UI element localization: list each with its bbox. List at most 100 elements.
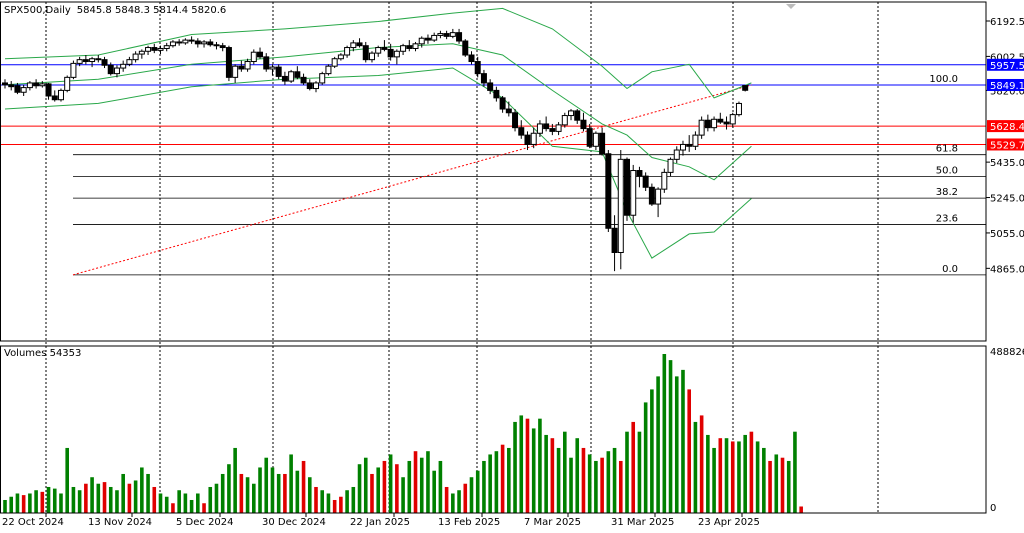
candle[interactable]	[400, 43, 407, 55]
candle[interactable]	[536, 120, 543, 137]
candle[interactable]	[145, 45, 152, 55]
candle[interactable]	[406, 40, 413, 52]
candle[interactable]	[561, 112, 568, 128]
candle[interactable]	[655, 187, 662, 218]
candle[interactable]	[313, 81, 319, 93]
candle[interactable]	[599, 127, 606, 156]
candle[interactable]	[592, 131, 599, 151]
candle[interactable]	[82, 54, 89, 65]
candle[interactable]	[250, 49, 257, 65]
candle[interactable]	[437, 30, 444, 39]
candle[interactable]	[219, 42, 226, 52]
candle[interactable]	[70, 60, 77, 80]
candle[interactable]	[138, 49, 145, 59]
candle[interactable]	[686, 135, 693, 152]
candle[interactable]	[480, 69, 487, 87]
candle[interactable]	[350, 40, 357, 52]
candle[interactable]	[711, 116, 718, 132]
candle[interactable]	[605, 150, 612, 233]
candle[interactable]	[362, 41, 369, 63]
candle[interactable]	[530, 127, 537, 149]
candle[interactable]	[661, 168, 668, 193]
candle[interactable]	[207, 39, 214, 47]
candle[interactable]	[76, 56, 83, 67]
candle[interactable]	[543, 116, 550, 132]
candle[interactable]	[518, 120, 525, 139]
candle[interactable]	[225, 45, 232, 82]
candle[interactable]	[163, 42, 170, 52]
candle[interactable]	[393, 49, 400, 65]
candle[interactable]	[735, 101, 742, 117]
candle[interactable]	[505, 101, 512, 117]
candle[interactable]	[636, 166, 643, 188]
candle[interactable]	[648, 183, 655, 206]
candle[interactable]	[182, 38, 189, 45]
candle[interactable]	[20, 84, 27, 96]
candle[interactable]	[57, 88, 64, 102]
candle[interactable]	[331, 56, 338, 69]
candle[interactable]	[487, 79, 494, 95]
candle[interactable]	[107, 62, 114, 76]
candle[interactable]	[126, 56, 133, 67]
candle[interactable]	[418, 36, 425, 48]
candle[interactable]	[39, 81, 46, 88]
candle[interactable]	[33, 79, 40, 89]
candle[interactable]	[512, 109, 519, 132]
candle[interactable]	[319, 71, 326, 85]
candle[interactable]	[723, 116, 730, 130]
candle[interactable]	[120, 60, 127, 72]
candle[interactable]	[692, 131, 699, 151]
candle[interactable]	[169, 40, 176, 48]
candle[interactable]	[679, 140, 686, 156]
candle[interactable]	[157, 45, 164, 55]
candle[interactable]	[101, 56, 108, 69]
candle[interactable]	[151, 43, 158, 54]
candle[interactable]	[325, 64, 332, 76]
candle[interactable]	[555, 122, 562, 136]
candle[interactable]	[368, 51, 375, 63]
candle[interactable]	[14, 82, 21, 95]
candle[interactable]	[568, 109, 575, 121]
candle[interactable]	[113, 65, 120, 78]
candle[interactable]	[26, 81, 33, 91]
candle[interactable]	[717, 112, 724, 124]
candle[interactable]	[468, 51, 475, 65]
candle[interactable]	[64, 75, 71, 93]
candle[interactable]	[201, 40, 208, 48]
candle[interactable]	[275, 64, 282, 80]
candle[interactable]	[281, 71, 288, 85]
candle[interactable]	[95, 54, 102, 63]
candle[interactable]	[45, 82, 52, 100]
candle[interactable]	[493, 86, 500, 102]
candle[interactable]	[630, 164, 637, 223]
candle[interactable]	[176, 39, 183, 46]
candle[interactable]	[257, 47, 264, 59]
candle[interactable]	[306, 79, 313, 91]
scroll-arrow-icon[interactable]	[786, 4, 796, 9]
candle[interactable]	[549, 123, 556, 136]
candle[interactable]	[580, 112, 587, 132]
candle[interactable]	[381, 40, 388, 52]
candle[interactable]	[387, 43, 394, 61]
candle[interactable]	[742, 85, 749, 92]
candle[interactable]	[8, 81, 15, 91]
candle[interactable]	[524, 131, 531, 151]
candle[interactable]	[586, 123, 593, 149]
candle[interactable]	[667, 157, 674, 177]
candle[interactable]	[431, 32, 438, 42]
candle[interactable]	[443, 30, 450, 40]
candle[interactable]	[188, 36, 195, 44]
candle[interactable]	[698, 116, 705, 139]
candle[interactable]	[356, 38, 363, 48]
candle[interactable]	[624, 157, 630, 221]
candle[interactable]	[704, 114, 711, 132]
candle[interactable]	[269, 64, 276, 76]
candle[interactable]	[244, 58, 251, 72]
candle[interactable]	[263, 53, 270, 72]
candle[interactable]	[456, 28, 463, 44]
candle[interactable]	[412, 41, 419, 52]
candle[interactable]	[574, 109, 581, 124]
candle[interactable]	[288, 69, 295, 83]
